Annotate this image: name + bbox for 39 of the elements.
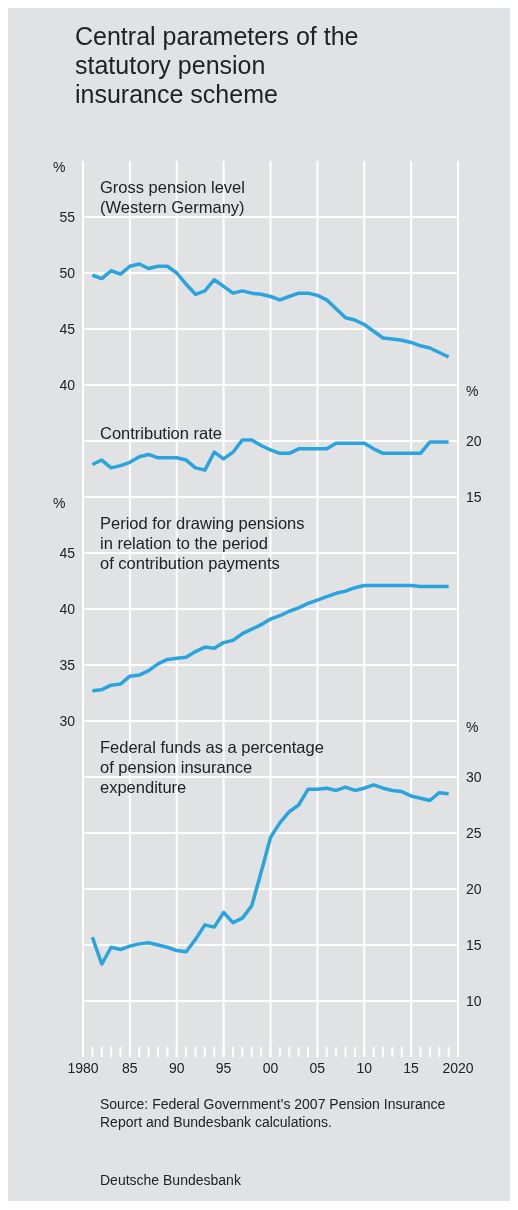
y2-tick-label: 15 [466, 488, 482, 505]
y2-axis-title: % [466, 719, 479, 735]
x-tick-label: 15 [403, 1059, 420, 1076]
x-tick-label: 85 [122, 1059, 138, 1076]
y2-tick-label: 20 [466, 432, 482, 449]
x-tick-label: 00 [262, 1059, 279, 1076]
y-tick-label: 30 [59, 712, 76, 729]
series-label: Federal funds as a percentage of pension insurance expenditure [100, 737, 324, 797]
chart-title: Central parameters of the statutory pension insurance scheme [75, 22, 359, 108]
y-tick-label: 40 [59, 600, 76, 617]
y2-tick-label: 15 [466, 936, 482, 953]
series-label: Period for drawing pensions in relation to the period of contribution payments [100, 513, 305, 573]
y-tick-label: 35 [59, 656, 76, 673]
x-tick-label: 10 [356, 1059, 373, 1076]
x-tick-label: 05 [309, 1059, 326, 1076]
y2-tick-label: 10 [466, 992, 482, 1009]
x-tick-label: 1980 [67, 1059, 99, 1076]
x-tick-label: 95 [215, 1059, 232, 1076]
line-series [90, 583, 451, 693]
y2-tick-label: 25 [466, 824, 482, 841]
y-tick-label: 45 [59, 544, 76, 561]
line-series [90, 262, 451, 359]
series-label: Contribution rate [100, 423, 222, 443]
y2-tick-label: 20 [466, 880, 482, 897]
y-tick-label: 50 [59, 264, 76, 281]
y-tick-label: 55 [59, 208, 76, 225]
y2-axis-title: % [466, 383, 479, 399]
text: Deutsche Bundesbank [100, 1171, 242, 1189]
x-tick-label: 2020 [442, 1059, 474, 1076]
y-axis-title: % [53, 495, 66, 511]
y2-tick-label: 30 [466, 768, 482, 785]
y-axis-title: % [53, 159, 66, 175]
source-note: Source: Federal Government’s 2007 Pension Insurance Report and Bundesbank calculations. [100, 1095, 447, 1131]
y-tick-label: 40 [59, 376, 76, 393]
x-tick-label: 90 [168, 1059, 185, 1076]
line-series [90, 783, 451, 966]
text: Gross pension level (Western Germany) [100, 177, 245, 217]
y-tick-label: 45 [59, 320, 76, 337]
line-series [90, 438, 451, 472]
